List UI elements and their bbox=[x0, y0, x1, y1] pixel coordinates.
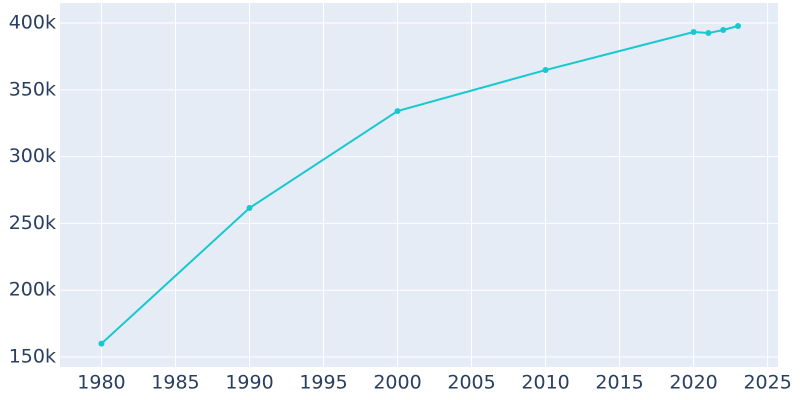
y-tick-label: 250k bbox=[9, 212, 56, 234]
x-tick-label: 1995 bbox=[299, 372, 347, 394]
y-tick-label: 150k bbox=[9, 345, 56, 367]
y-tick-label: 300k bbox=[9, 145, 56, 167]
x-tick-label: 2005 bbox=[447, 372, 495, 394]
data-point bbox=[98, 340, 105, 347]
x-tick-label: 1985 bbox=[151, 372, 199, 394]
x-tick-label: 2010 bbox=[521, 372, 569, 394]
y-tick-label: 400k bbox=[9, 12, 56, 34]
data-point bbox=[690, 28, 697, 35]
data-point bbox=[705, 30, 712, 37]
data-point bbox=[246, 205, 253, 212]
data-point bbox=[735, 22, 742, 29]
x-tick-label: 2015 bbox=[595, 372, 643, 394]
plot-area bbox=[60, 3, 778, 367]
data-point bbox=[720, 26, 727, 33]
x-tick-label: 1990 bbox=[225, 372, 273, 394]
x-tick-label: 2020 bbox=[669, 372, 717, 394]
x-tick-label: 2000 bbox=[373, 372, 421, 394]
data-point bbox=[542, 67, 549, 74]
x-tick-label: 2025 bbox=[743, 372, 791, 394]
y-tick-label: 350k bbox=[9, 78, 56, 100]
data-point bbox=[394, 108, 401, 115]
y-tick-label: 200k bbox=[9, 279, 56, 301]
x-tick-label: 1980 bbox=[77, 372, 125, 394]
